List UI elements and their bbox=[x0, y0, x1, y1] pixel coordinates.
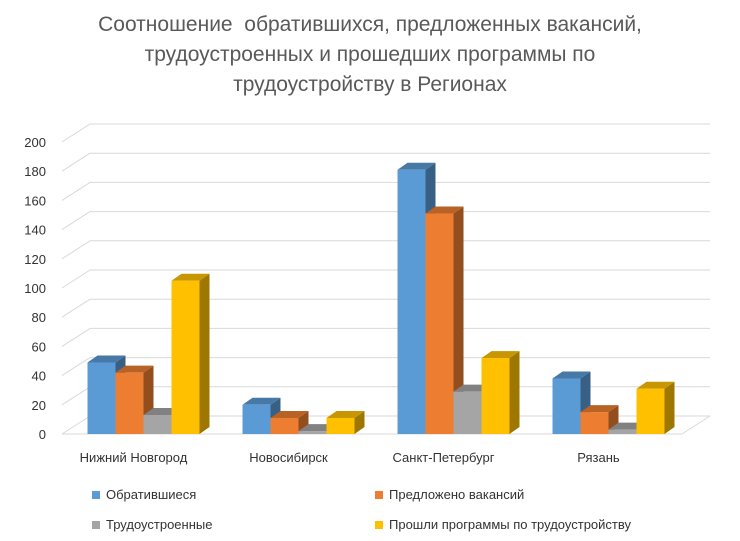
y-tick-label: 180 bbox=[24, 164, 46, 179]
bar-front bbox=[397, 169, 426, 435]
y-tick-label: 160 bbox=[24, 193, 46, 208]
bar-front bbox=[87, 362, 116, 434]
bar-side bbox=[199, 273, 210, 434]
bar bbox=[326, 410, 365, 434]
bar-front bbox=[580, 412, 609, 434]
legend-label: Обратившиеся bbox=[106, 487, 197, 502]
bar bbox=[636, 381, 675, 434]
bar-top bbox=[242, 397, 281, 405]
legend-item: Обратившиеся bbox=[92, 487, 196, 502]
chart-title-line: трудоустройству в Регионах bbox=[233, 73, 507, 96]
legend-swatch bbox=[375, 520, 383, 529]
bar-side bbox=[509, 351, 520, 434]
bar-side bbox=[664, 381, 675, 434]
bar-top bbox=[171, 273, 210, 281]
bar-top bbox=[580, 405, 619, 413]
bar bbox=[481, 351, 520, 434]
bar-top bbox=[552, 371, 591, 379]
bar-front bbox=[270, 417, 299, 434]
x-category-label: Новосибирск bbox=[249, 450, 328, 465]
legend-label: Предложено вакансий bbox=[389, 487, 525, 502]
y-tick-label: 200 bbox=[24, 135, 46, 150]
y-tick-label: 60 bbox=[32, 339, 46, 354]
bar-front bbox=[481, 358, 510, 434]
legend-item: Прошли программы по трудоустройству bbox=[375, 517, 631, 532]
bar-front bbox=[171, 280, 200, 434]
bar-top bbox=[636, 381, 675, 389]
bar-front bbox=[608, 429, 637, 434]
bars bbox=[87, 162, 675, 435]
bar-side bbox=[453, 206, 464, 434]
x-category-label: Санкт-Петербург bbox=[393, 450, 495, 465]
y-tick-label: 140 bbox=[24, 223, 46, 238]
gridline-diagonal bbox=[61, 123, 91, 143]
bar-top bbox=[481, 351, 520, 359]
legend-swatch bbox=[92, 490, 100, 499]
gridline-diagonal bbox=[61, 269, 91, 289]
gridline-diagonal bbox=[61, 357, 91, 377]
y-tick-label: 80 bbox=[32, 310, 46, 325]
x-category-label: Нижний Новгород bbox=[80, 450, 188, 465]
bar bbox=[425, 206, 464, 434]
bar-front bbox=[242, 404, 271, 434]
bar bbox=[171, 273, 210, 434]
gridline-diagonal bbox=[61, 181, 91, 201]
bar-top bbox=[87, 355, 126, 363]
gridlines bbox=[61, 123, 711, 435]
bar-front bbox=[636, 388, 665, 434]
gridline-diagonal bbox=[61, 327, 91, 347]
chart-title-line: Соотношение обратившихся, предложенных в… bbox=[98, 13, 642, 36]
bar-front bbox=[552, 378, 581, 434]
gridline-diagonal bbox=[61, 152, 91, 172]
y-tick-label: 40 bbox=[32, 369, 46, 384]
y-tick-label: 120 bbox=[24, 252, 46, 267]
legend-item: Трудоустроенные bbox=[92, 517, 212, 532]
bar-front bbox=[143, 415, 172, 434]
y-tick-label: 20 bbox=[32, 398, 46, 413]
bar-top bbox=[270, 410, 309, 418]
chart-title-line: трудоустроенных и прошедших программы по bbox=[144, 43, 596, 66]
gridline-diagonal bbox=[61, 386, 91, 406]
floor-edge bbox=[681, 415, 711, 435]
gridline-diagonal bbox=[61, 211, 91, 231]
gridline-diagonal bbox=[61, 240, 91, 260]
chart-title: Соотношение обратившихся, предложенных в… bbox=[0, 10, 740, 100]
legend-item: Предложено вакансий bbox=[375, 487, 524, 502]
legend-label: Прошли программы по трудоустройству bbox=[389, 517, 631, 532]
legend-swatch bbox=[92, 520, 100, 529]
bar bbox=[242, 397, 281, 434]
gridline-diagonal bbox=[61, 415, 91, 435]
bar-side bbox=[354, 410, 365, 434]
bar-top bbox=[326, 410, 365, 418]
bar-top bbox=[425, 206, 464, 214]
y-tick-label: 100 bbox=[24, 281, 46, 296]
bar-top bbox=[115, 365, 154, 373]
x-category-label: Рязань bbox=[577, 450, 620, 465]
bar-front bbox=[326, 417, 355, 434]
legend-label: Трудоустроенные bbox=[106, 517, 213, 532]
y-tick-label: 0 bbox=[39, 427, 46, 442]
bar-top bbox=[397, 162, 436, 170]
bar-front bbox=[425, 213, 454, 434]
gridline-diagonal bbox=[61, 298, 91, 318]
bar-front bbox=[453, 391, 482, 434]
bar-front bbox=[298, 431, 327, 434]
bar-front bbox=[115, 372, 144, 434]
legend-swatch bbox=[375, 490, 383, 499]
